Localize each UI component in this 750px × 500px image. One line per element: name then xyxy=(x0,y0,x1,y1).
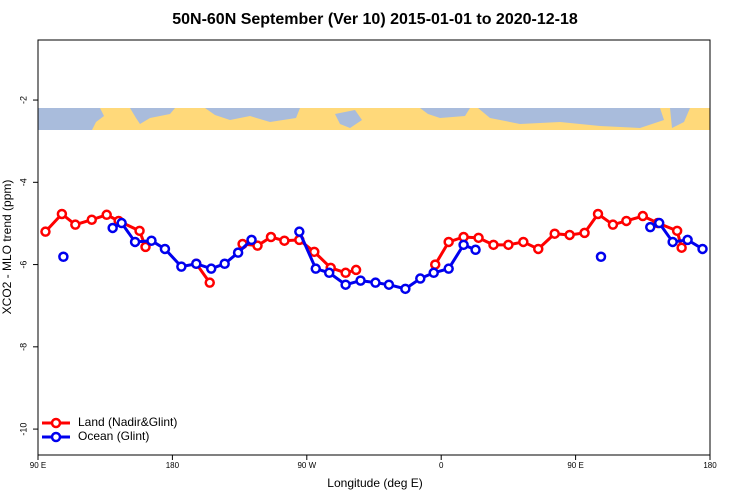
x-tick-label: 180 xyxy=(703,461,717,470)
map-land xyxy=(478,108,664,128)
x-tick-label: 90 E xyxy=(567,461,583,470)
legend-label: Land (Nadir&Glint) xyxy=(78,415,177,429)
point xyxy=(697,243,708,255)
point xyxy=(350,264,362,276)
point xyxy=(355,275,366,286)
point xyxy=(191,258,202,269)
point xyxy=(653,217,665,229)
y-axis-label: XCO2 - MLO trend (ppm) xyxy=(0,180,14,315)
point xyxy=(592,208,604,220)
point xyxy=(682,234,693,246)
point xyxy=(176,261,187,272)
point xyxy=(676,242,687,253)
point xyxy=(265,231,277,243)
point xyxy=(56,208,68,220)
point xyxy=(458,239,469,251)
map-land xyxy=(38,108,104,130)
point xyxy=(383,279,395,290)
legend-marker xyxy=(50,417,62,429)
map-band xyxy=(38,108,710,130)
point xyxy=(205,263,217,274)
point xyxy=(58,251,69,263)
map-land xyxy=(205,108,300,122)
series-line xyxy=(111,221,704,291)
point xyxy=(146,235,157,246)
y-tick-label: -4 xyxy=(18,178,28,186)
point xyxy=(533,243,544,255)
point xyxy=(595,251,607,263)
point xyxy=(429,259,441,270)
point xyxy=(340,267,351,279)
point xyxy=(671,225,683,237)
point xyxy=(443,263,454,274)
point xyxy=(246,234,257,246)
point xyxy=(279,235,290,246)
map-land xyxy=(130,108,175,124)
point xyxy=(645,221,656,233)
point xyxy=(159,243,171,255)
point xyxy=(621,215,632,227)
point xyxy=(204,277,215,288)
point xyxy=(415,273,426,284)
point xyxy=(101,209,112,221)
point xyxy=(134,225,145,237)
point xyxy=(310,263,322,274)
x-tick-label: 180 xyxy=(166,461,180,470)
point xyxy=(294,226,305,237)
series-line xyxy=(44,211,684,284)
x-tick-label: 90 W xyxy=(297,461,316,470)
x-tick-label: 0 xyxy=(439,461,444,470)
legend-marker xyxy=(50,431,62,443)
point xyxy=(129,236,141,248)
point xyxy=(607,219,619,230)
point xyxy=(252,240,263,251)
plot-frame xyxy=(37,39,711,456)
point xyxy=(219,258,230,269)
point xyxy=(232,247,244,258)
point xyxy=(428,267,439,279)
point xyxy=(488,239,499,251)
point xyxy=(370,277,381,288)
point xyxy=(503,239,514,251)
point xyxy=(116,217,127,229)
y-tick-label: -2 xyxy=(18,96,28,104)
point xyxy=(443,236,454,248)
point xyxy=(107,222,118,234)
point xyxy=(470,244,481,256)
point xyxy=(549,228,560,239)
point xyxy=(400,283,411,295)
chart-title: 50N-60N September (Ver 10) 2015-01-01 to… xyxy=(172,11,578,28)
point xyxy=(309,246,320,258)
point xyxy=(473,232,484,244)
point xyxy=(637,210,649,222)
point xyxy=(667,236,678,248)
y-tick-label: -6 xyxy=(18,261,28,269)
point xyxy=(518,236,529,248)
point xyxy=(564,229,575,241)
point xyxy=(579,227,590,239)
x-tick-label: 90 E xyxy=(30,461,46,470)
point xyxy=(40,226,51,237)
map-land xyxy=(670,108,690,128)
point xyxy=(140,241,151,253)
point xyxy=(340,279,351,290)
point xyxy=(323,267,335,279)
map-land xyxy=(420,108,470,118)
y-tick-label: -8 xyxy=(18,343,28,351)
point xyxy=(70,219,81,230)
map-land xyxy=(335,110,362,128)
point xyxy=(86,214,98,225)
x-axis-label: Longitude (deg E) xyxy=(327,476,422,490)
legend-label: Ocean (Glint) xyxy=(78,429,149,443)
y-tick-label: -10 xyxy=(18,423,28,436)
